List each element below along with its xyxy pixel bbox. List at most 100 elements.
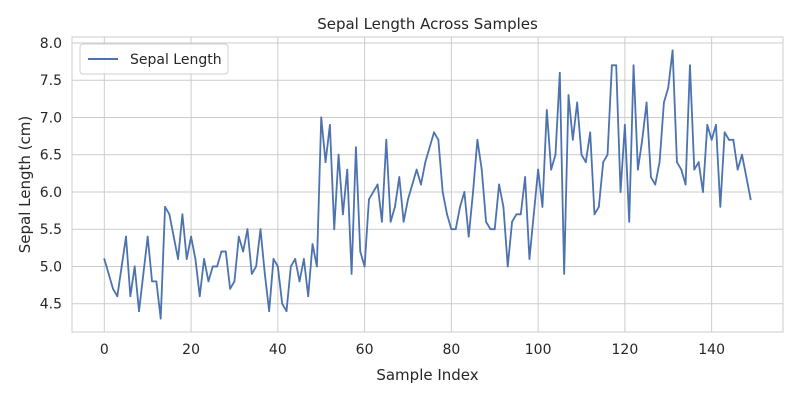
data-point — [571, 138, 574, 141]
data-point — [203, 258, 205, 260]
data-point — [168, 213, 171, 216]
data-point — [580, 153, 583, 156]
data-point — [190, 235, 192, 238]
data-point — [263, 272, 266, 275]
data-point — [120, 265, 123, 268]
data-point — [328, 124, 331, 126]
series-line-sepal-length — [103, 49, 752, 320]
x-tick-label: 140 — [698, 342, 725, 358]
data-point — [728, 138, 730, 141]
data-point — [346, 168, 349, 171]
data-point — [736, 168, 739, 171]
data-point — [680, 168, 683, 171]
data-point — [333, 228, 336, 231]
data-point — [246, 228, 249, 231]
data-point — [693, 168, 696, 171]
data-point — [710, 138, 713, 141]
data-point — [489, 228, 492, 231]
data-point — [532, 213, 535, 216]
data-point — [394, 205, 396, 208]
data-point — [307, 295, 310, 298]
data-point — [467, 235, 470, 238]
data-point — [376, 183, 379, 186]
data-point — [233, 280, 236, 283]
data-point — [276, 265, 279, 268]
data-point — [554, 153, 557, 156]
data-point — [177, 258, 179, 260]
data-point — [515, 213, 518, 216]
data-point — [342, 213, 344, 216]
data-point — [676, 161, 678, 164]
y-tick-label: 6.0 — [40, 185, 62, 201]
data-point — [372, 191, 375, 193]
data-point — [164, 205, 166, 208]
data-point — [320, 116, 323, 119]
data-point — [315, 265, 318, 268]
data-point — [597, 205, 600, 208]
data-point — [498, 183, 500, 186]
data-point — [463, 191, 466, 193]
data-point — [224, 250, 227, 253]
series-layer — [103, 49, 752, 320]
data-point — [606, 153, 609, 156]
data-point — [628, 220, 631, 223]
data-point — [146, 235, 149, 238]
data-point — [450, 228, 453, 231]
data-point — [385, 138, 388, 141]
data-point — [576, 101, 579, 104]
data-point — [337, 153, 340, 156]
data-point — [398, 176, 401, 178]
data-point — [645, 101, 648, 104]
data-point — [654, 183, 657, 186]
data-point — [511, 220, 513, 223]
y-tick-label: 7.5 — [40, 73, 62, 89]
x-tick-label: 20 — [182, 342, 200, 358]
x-tick-label: 60 — [356, 342, 374, 358]
data-point — [550, 168, 553, 171]
data-point — [389, 220, 392, 223]
data-point — [715, 124, 717, 126]
data-point — [623, 124, 626, 126]
data-point — [368, 198, 370, 201]
data-point — [636, 168, 639, 171]
data-point — [107, 272, 110, 275]
data-point — [116, 295, 119, 298]
data-point — [268, 310, 271, 313]
data-point — [285, 310, 288, 313]
data-point — [237, 235, 240, 238]
data-point — [472, 191, 474, 193]
data-point — [198, 295, 201, 298]
data-point — [741, 153, 743, 156]
data-point — [610, 64, 613, 67]
data-point — [563, 272, 566, 275]
data-point — [433, 131, 435, 134]
data-point — [207, 280, 210, 283]
data-point — [593, 213, 596, 216]
data-point — [567, 94, 570, 97]
data-point — [493, 228, 496, 231]
legend: Sepal Length — [79, 43, 229, 75]
data-point — [250, 272, 253, 275]
data-point — [702, 191, 704, 193]
legend-box — [79, 43, 229, 75]
data-point — [706, 124, 709, 126]
data-point — [524, 176, 527, 178]
data-point — [667, 86, 670, 89]
x-tick-label: 100 — [525, 342, 552, 358]
legend-label: Sepal Length — [130, 52, 222, 68]
data-point — [684, 183, 687, 186]
data-point — [428, 146, 431, 149]
data-point — [480, 168, 483, 171]
data-point — [151, 280, 153, 283]
data-point — [294, 258, 297, 260]
data-point — [220, 250, 223, 253]
data-point — [355, 146, 357, 149]
data-point — [133, 265, 136, 268]
chart-title: Sepal Length Across Samples — [317, 15, 538, 33]
data-point — [311, 243, 314, 246]
data-point — [459, 205, 461, 208]
data-point — [229, 287, 232, 290]
data-point — [242, 250, 245, 253]
y-axis-label: Sepal Length (cm) — [16, 116, 34, 253]
